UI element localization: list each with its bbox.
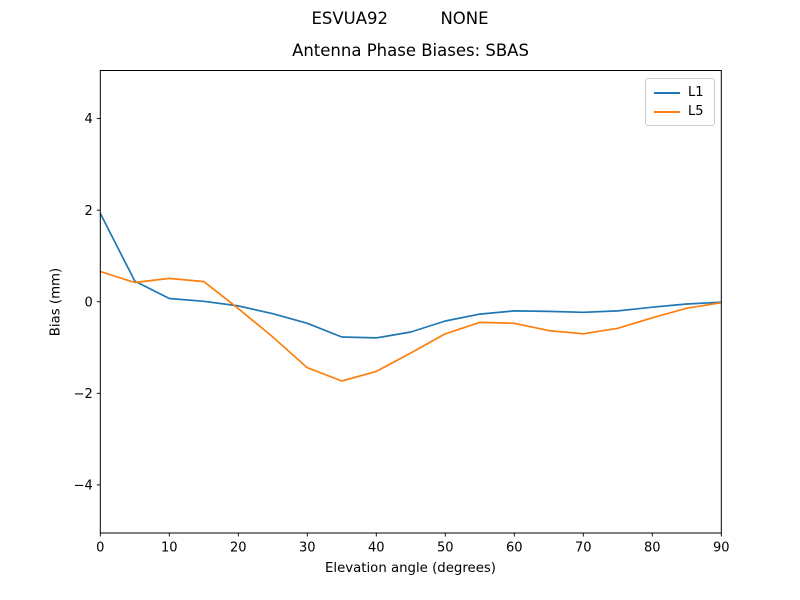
legend: L1 L5 [645, 78, 715, 126]
legend-entry-l1: L1 [654, 85, 704, 100]
series-line-l1 [99, 213, 722, 339]
legend-label-l5: L5 [688, 104, 704, 119]
figure-suptitle: ESVUA92 NONE [311, 9, 489, 28]
axes-frame [99, 70, 722, 534]
x-tick-label: 20 [230, 541, 247, 556]
y-tick-label: 2 [85, 204, 93, 219]
x-tick-label: 30 [299, 541, 316, 556]
y-tick-label: 0 [85, 295, 93, 310]
x-tick-label: 90 [713, 541, 730, 556]
y-tick-label: −4 [74, 479, 93, 494]
legend-line-sample-l1 [654, 91, 680, 94]
x-tick-label: 50 [437, 541, 454, 556]
y-axis-label: Bias (mm) [48, 267, 64, 337]
x-axis-label: Elevation angle (degrees) [324, 561, 496, 576]
x-tick-label: 80 [644, 541, 661, 556]
legend-entry-l5: L5 [654, 104, 704, 119]
x-tick-label: 40 [368, 541, 385, 556]
x-tick-label: 70 [575, 541, 592, 556]
series-line-l5 [100, 270, 722, 382]
legend-label-l1: L1 [688, 85, 704, 100]
y-tick-label: −2 [74, 387, 93, 402]
x-tick-label: 10 [161, 541, 178, 556]
x-tick-label: 0 [96, 541, 104, 556]
chart-title: Antenna Phase Biases: SBAS [292, 41, 529, 60]
x-tick-label: 60 [506, 541, 523, 556]
y-tick-label: 4 [85, 112, 93, 127]
legend-line-sample-l5 [654, 110, 680, 113]
